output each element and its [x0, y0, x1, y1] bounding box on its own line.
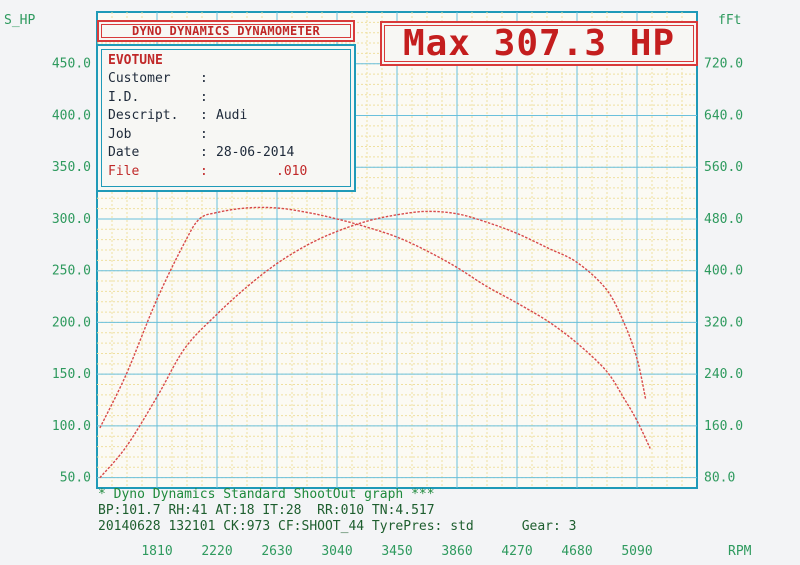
info-sep: :: [200, 163, 208, 179]
x-tick-label: 3450: [381, 544, 412, 559]
info-sep: :: [200, 126, 208, 142]
footer-line-2: BP:101.7 RH:41 AT:18 IT:28 RR:010 TN:4.5…: [98, 503, 435, 518]
dyno-title-box: DYNO DYNAMICS DYNAMOMETER: [97, 20, 355, 42]
info-label: File: [108, 163, 140, 179]
y-left-tick-label: 300.0: [52, 212, 91, 227]
info-label: Date: [108, 145, 140, 161]
vehicle-info-box: EVOTUNE Customer : I.D. : Descript. : Au…: [96, 44, 356, 192]
x-tick-label: 3040: [321, 544, 352, 559]
power-curve: [99, 210, 647, 479]
info-value: Audi: [216, 108, 248, 124]
max-power-box: Max 307.3 HP: [380, 21, 698, 66]
y-right-tick-label: 640.0: [704, 108, 743, 123]
y-right-tick-label: 400.0: [704, 264, 743, 279]
info-row-job: Job :: [108, 126, 344, 145]
footer-line-3-left: 20140628 132101 CK:973 CF:SHOOT_44 TyreP…: [98, 519, 474, 534]
x-tick-label: 1810: [141, 544, 172, 559]
info-row-date: Date : 28-06-2014: [108, 144, 344, 163]
info-label: Job: [108, 126, 132, 142]
info-sep: :: [200, 89, 208, 105]
y-left-tick-label: 450.0: [52, 57, 91, 72]
x-tick-label: 4270: [501, 544, 532, 559]
info-label: I.D.: [108, 89, 140, 105]
y-left-tick-label: 250.0: [52, 264, 91, 279]
y-left-tick-label: 200.0: [52, 315, 91, 330]
max-power-value: Max 307.3 HP: [384, 23, 694, 64]
y-left-tick-label: 350.0: [52, 160, 91, 175]
dyno-title: DYNO DYNAMICS DYNAMOMETER: [101, 24, 351, 38]
info-row-id: I.D. :: [108, 89, 344, 108]
x-tick-label: 2630: [261, 544, 292, 559]
gear-label: Gear: 3: [521, 519, 577, 534]
x-tick-label: 4680: [561, 544, 592, 559]
info-label: Descript.: [108, 108, 179, 124]
x-tick-label: 2220: [201, 544, 232, 559]
tuner-brand: EVOTUNE: [108, 53, 163, 68]
info-sep: :: [200, 145, 208, 161]
info-row-customer: Customer :: [108, 70, 344, 89]
info-value: .010: [276, 163, 308, 179]
footer-line-3: 20140628 132101 CK:973 CF:SHOOT_44 TyreP…: [98, 519, 698, 535]
y-left-tick-label: 400.0: [52, 108, 91, 123]
y-left-tick-label: 150.0: [52, 367, 91, 382]
info-row-file: File : .010: [108, 163, 344, 182]
y-right-tick-label: 480.0: [704, 212, 743, 227]
run-parameters: * Dyno Dynamics Standard ShootOut graph …: [98, 487, 698, 535]
info-value: 28-06-2014: [216, 145, 295, 161]
x-tick-label: 3860: [441, 544, 472, 559]
y-left-tick-label: 100.0: [52, 419, 91, 434]
x-tick-label: 5090: [621, 544, 652, 559]
y-left-tick-label: 50.0: [60, 471, 91, 486]
info-sep: :: [200, 71, 208, 86]
y-right-tick-label: 320.0: [704, 315, 743, 330]
info-sep: :: [200, 108, 208, 124]
y-right-tick-label: 720.0: [704, 57, 743, 72]
y-right-tick-label: 80.0: [704, 471, 735, 486]
info-row-description: Descript. : Audi: [108, 107, 344, 126]
y-right-tick-label: 160.0: [704, 419, 743, 434]
x-unit-label: RPM: [728, 544, 752, 559]
y-right-tick-label: 560.0: [704, 160, 743, 175]
y-right-tick-label: 240.0: [704, 367, 743, 382]
footer-line-1: * Dyno Dynamics Standard ShootOut graph …: [98, 487, 435, 502]
info-label: Customer: [108, 71, 171, 86]
left-axis-title: S_HP: [4, 13, 35, 28]
right-axis-title: fFt: [718, 13, 741, 28]
